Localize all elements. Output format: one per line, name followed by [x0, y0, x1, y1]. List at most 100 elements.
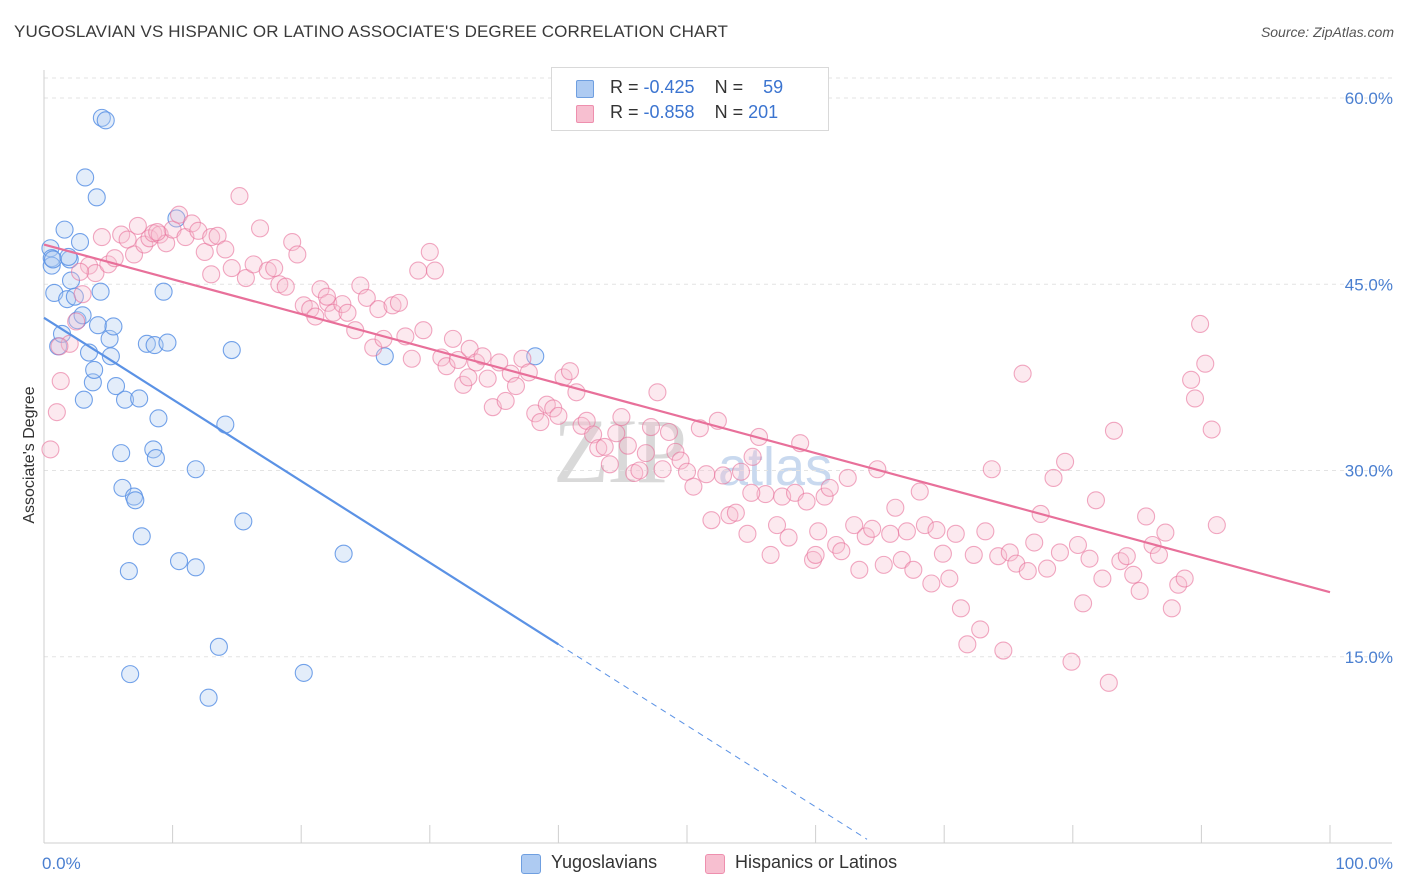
hispanic-point — [641, 417, 661, 437]
yugoslavian-point — [146, 449, 165, 468]
hispanic-point — [1185, 389, 1205, 408]
hispanic-point — [319, 293, 338, 312]
hispanic-point — [202, 228, 221, 247]
yugoslavian-point — [70, 232, 90, 252]
hispanic-point — [612, 408, 631, 427]
hispanic-point — [41, 440, 60, 459]
hispanic-point — [92, 228, 111, 247]
hispanic-point — [915, 516, 934, 535]
hispanic-point — [1124, 565, 1143, 584]
yugoslavian-point — [137, 334, 156, 353]
yugoslavian-point — [119, 562, 138, 581]
hispanic-point — [726, 503, 745, 522]
yugoslavian-point — [169, 552, 189, 571]
hispanic-point — [1156, 523, 1175, 542]
hispanic-point — [625, 463, 644, 483]
yugoslavian-point — [112, 444, 131, 463]
hispanic-point — [892, 550, 911, 569]
yugoslavian-point — [209, 637, 228, 656]
hispanic-point — [809, 522, 828, 541]
yugoslavian-point — [186, 460, 205, 479]
hispanic-point — [1093, 569, 1112, 588]
hispanic-point — [169, 205, 189, 224]
hispanic-point — [338, 303, 357, 322]
hispanic-point — [47, 403, 66, 422]
hispanic-point — [761, 545, 780, 564]
hispanic-point — [208, 226, 227, 245]
hispanic-point — [797, 492, 816, 511]
bottom-legend-swatch-yugoslavians — [521, 854, 541, 874]
yugoslavian-point — [76, 168, 95, 187]
hispanic-point — [1056, 452, 1075, 471]
yugoslavian-point — [149, 409, 168, 428]
hispanic-point — [713, 466, 733, 485]
hispanic-point — [86, 264, 105, 283]
hispanic-point — [67, 312, 86, 331]
hispanic-point — [1191, 314, 1210, 334]
hispanic-point — [671, 451, 690, 470]
hispanic-point — [1202, 420, 1221, 439]
bottom-legend-label-yugoslavians: Yugoslavians — [551, 852, 658, 872]
hispanic-point — [216, 240, 235, 259]
watermark-atlas: atlas — [718, 437, 833, 497]
hispanic-point — [195, 242, 214, 262]
legend-n-value-yugoslavians: 59 — [763, 77, 784, 97]
hispanic-point — [874, 555, 893, 574]
hispanic-point — [118, 230, 137, 249]
hispanic-point — [128, 216, 147, 235]
hispanic-point — [659, 422, 679, 442]
hispanic-point — [250, 219, 270, 238]
hispanic-point — [560, 362, 580, 381]
y-tick-label: 60.0% — [1345, 89, 1393, 108]
hispanic-point — [600, 455, 619, 474]
yugoslavian-point — [126, 491, 145, 510]
hispanic-point — [648, 383, 667, 402]
hispanic-point — [414, 321, 433, 340]
hispanic-point — [1117, 547, 1136, 566]
hispanic-point — [230, 187, 249, 206]
hispanic-point — [863, 519, 882, 538]
x-tick-label-max: 100.0% — [1335, 854, 1393, 873]
hispanic-point — [317, 287, 336, 306]
hispanic-point — [1074, 594, 1093, 613]
hispanic-point — [927, 521, 946, 540]
hispanic-point — [1207, 516, 1226, 535]
yugoslavian-point — [132, 527, 151, 546]
hispanic-point — [845, 516, 864, 535]
hispanic-point — [666, 442, 685, 461]
hispanic-point — [389, 293, 408, 312]
legend-n-label: N = — [714, 77, 749, 97]
legend-r-label: R = — [610, 77, 644, 97]
yugoslavian-point — [115, 390, 135, 409]
hispanic-point — [838, 468, 857, 488]
hispanic-point — [1104, 421, 1124, 440]
legend-r-label: R = — [610, 102, 644, 122]
yugoslavian-trend-extension — [558, 643, 868, 840]
hispanic-point — [182, 214, 201, 233]
hispanic-point — [886, 498, 905, 517]
yugoslavian-point — [199, 688, 218, 707]
hispanic-point — [1086, 491, 1105, 510]
hispanic-point — [1062, 652, 1081, 671]
hispanic-point — [803, 550, 823, 569]
hispanic-point — [989, 547, 1008, 566]
yugoslavian-point — [55, 220, 74, 239]
hispanic-point — [589, 439, 608, 458]
hispanic-point — [779, 528, 798, 547]
hispanic-point — [459, 368, 478, 387]
chart-source: Source: ZipAtlas.com — [1260, 24, 1394, 40]
hispanic-point — [1018, 562, 1037, 581]
legend-r-value-yugoslavians: -0.425 — [643, 77, 695, 97]
hispanic-point — [437, 357, 456, 376]
hispanic-point — [856, 527, 875, 546]
hispanic-point — [946, 524, 965, 543]
hispanic-point — [976, 522, 995, 541]
hispanic-point — [584, 425, 603, 444]
y-tick-label: 45.0% — [1345, 275, 1393, 294]
hispanic-point — [738, 524, 757, 543]
hispanic-point — [743, 447, 762, 466]
legend-r-value-hispanics: -0.858 — [643, 102, 695, 122]
hispanic-point — [933, 544, 952, 563]
hispanic-point — [677, 462, 697, 481]
hispanic-point — [420, 242, 439, 262]
